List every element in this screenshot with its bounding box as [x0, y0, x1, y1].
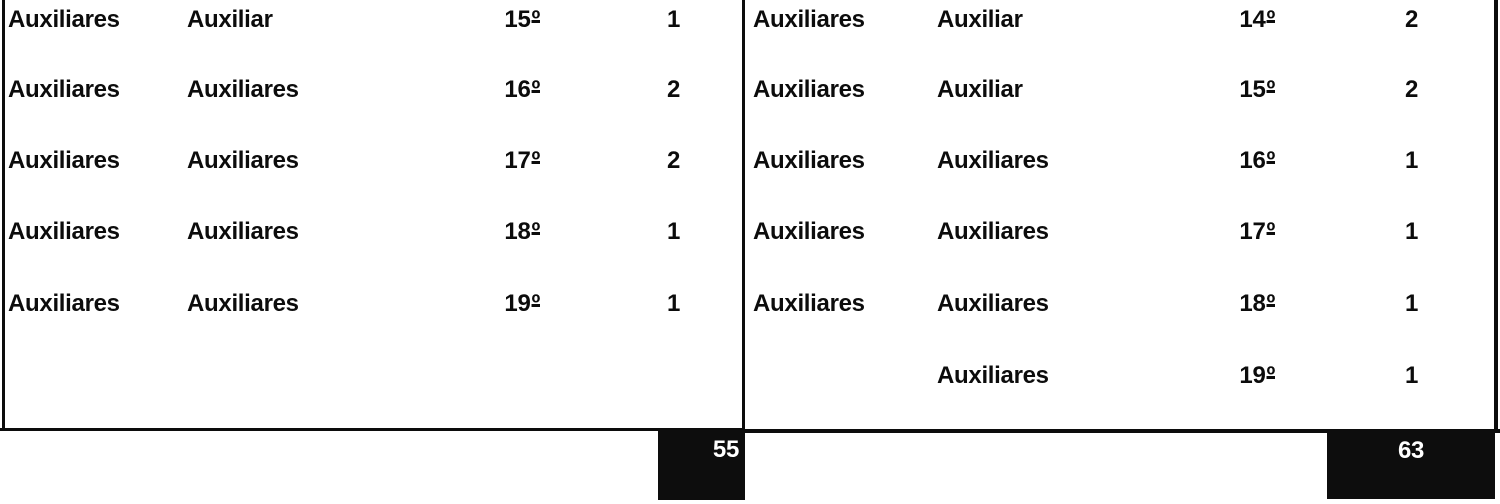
grade-cell: 19º: [1155, 360, 1275, 392]
total-cell-left: 55: [658, 429, 745, 500]
subcategory-cell: Auxiliares: [187, 218, 299, 245]
table-row: Auxiliares Auxiliares 17º 2: [0, 145, 1500, 177]
category-cell: Auxiliares: [753, 6, 865, 33]
table-row: Auxiliares Auxiliares 18º 1: [0, 288, 1500, 320]
category-cell: Auxiliares: [8, 147, 120, 174]
subcategory-cell: Auxiliares: [187, 147, 299, 174]
subcategory-cell: Auxiliar: [187, 6, 273, 33]
table-border-divider: [742, 0, 745, 429]
grade-cell: 15º: [420, 4, 540, 36]
grade-number: 15: [1239, 76, 1266, 103]
count-cell: 1: [666, 6, 680, 33]
grade-number: 19: [1239, 362, 1266, 389]
subcategory-cell: Auxiliar: [937, 76, 1023, 103]
subcategory-cell: Auxiliares: [937, 147, 1049, 174]
grade-cell: 19º: [420, 288, 540, 320]
table-border-right: [1494, 0, 1498, 433]
category-cell: Auxiliares: [8, 290, 120, 317]
ordinal-indicator: º: [531, 290, 541, 317]
grade-cell: 17º: [1155, 216, 1275, 248]
subcategory-cell: Auxiliar: [937, 6, 1023, 33]
grade-number: 14: [1239, 6, 1266, 33]
grade-number: 17: [504, 147, 531, 174]
subcategory-cell: Auxiliares: [187, 76, 299, 103]
subcategory-cell: Auxiliares: [937, 218, 1049, 245]
ordinal-indicator: º: [1266, 76, 1276, 103]
ordinal-indicator: º: [1266, 147, 1276, 174]
category-cell: Auxiliares: [8, 76, 120, 103]
table-row: Auxiliares Auxiliar 15º 2: [0, 74, 1500, 106]
count-cell: 2: [1404, 6, 1418, 33]
table-border-left: [2, 0, 5, 429]
ordinal-indicator: º: [1266, 6, 1276, 33]
category-cell: Auxiliares: [753, 76, 865, 103]
count-cell: 1: [1404, 290, 1418, 317]
ordinal-indicator: º: [531, 147, 541, 174]
count-cell: 2: [666, 147, 680, 174]
subcategory-cell: Auxiliares: [187, 290, 299, 317]
count-cell: 2: [1404, 76, 1418, 103]
count-cell: 1: [1404, 218, 1418, 245]
grade-number: 15: [504, 6, 531, 33]
total-cell-right: 63: [1327, 430, 1495, 499]
table-row: Auxiliares Auxiliares 18º 1: [0, 216, 1500, 248]
category-cell: Auxiliares: [753, 147, 865, 174]
grade-cell: 16º: [420, 74, 540, 106]
grade-cell: 15º: [1155, 74, 1275, 106]
table-row: Auxiliares Auxiliares 16º 2: [0, 74, 1500, 106]
table-border-bottom-left: [0, 428, 745, 431]
table-row: Auxiliares Auxiliar 15º 1: [0, 4, 1500, 36]
count-cell: 1: [666, 218, 680, 245]
subcategory-cell: Auxiliares: [937, 362, 1049, 389]
ordinal-indicator: º: [531, 6, 541, 33]
ordinal-indicator: º: [1266, 218, 1276, 245]
ordinal-indicator: º: [531, 218, 541, 245]
grade-number: 18: [504, 218, 531, 245]
table-row: Auxiliares Auxiliar 14º 2: [0, 4, 1500, 36]
ordinal-indicator: º: [531, 76, 541, 103]
ordinal-indicator: º: [1266, 362, 1276, 389]
table-row: Auxiliares Auxiliares 16º 1: [0, 145, 1500, 177]
grade-cell: 16º: [1155, 145, 1275, 177]
count-cell: 2: [666, 76, 680, 103]
category-cell: Auxiliares: [8, 6, 120, 33]
subcategory-cell: Auxiliares: [937, 290, 1049, 317]
grade-number: 16: [1239, 147, 1266, 174]
grade-number: 19: [504, 290, 531, 317]
category-cell: [753, 360, 933, 392]
grade-cell: 17º: [420, 145, 540, 177]
ordinal-indicator: º: [1266, 290, 1276, 317]
grade-number: 16: [504, 76, 531, 103]
table-row: Auxiliares Auxiliares 19º 1: [0, 288, 1500, 320]
category-cell: Auxiliares: [8, 218, 120, 245]
count-cell: 1: [1404, 362, 1418, 389]
grade-number: 18: [1239, 290, 1266, 317]
category-cell: Auxiliares: [753, 290, 865, 317]
grade-cell: 14º: [1155, 4, 1275, 36]
grade-number: 17: [1239, 218, 1266, 245]
table-border-bottom-right: [745, 429, 1500, 433]
category-cell: Auxiliares: [753, 218, 865, 245]
table-row: Auxiliares Auxiliares 17º 1: [0, 216, 1500, 248]
grade-cell: 18º: [1155, 288, 1275, 320]
count-cell: 1: [1404, 147, 1418, 174]
table-row: Auxiliares 19º 1: [0, 360, 1500, 392]
count-cell: 1: [666, 290, 680, 317]
grade-cell: 18º: [420, 216, 540, 248]
